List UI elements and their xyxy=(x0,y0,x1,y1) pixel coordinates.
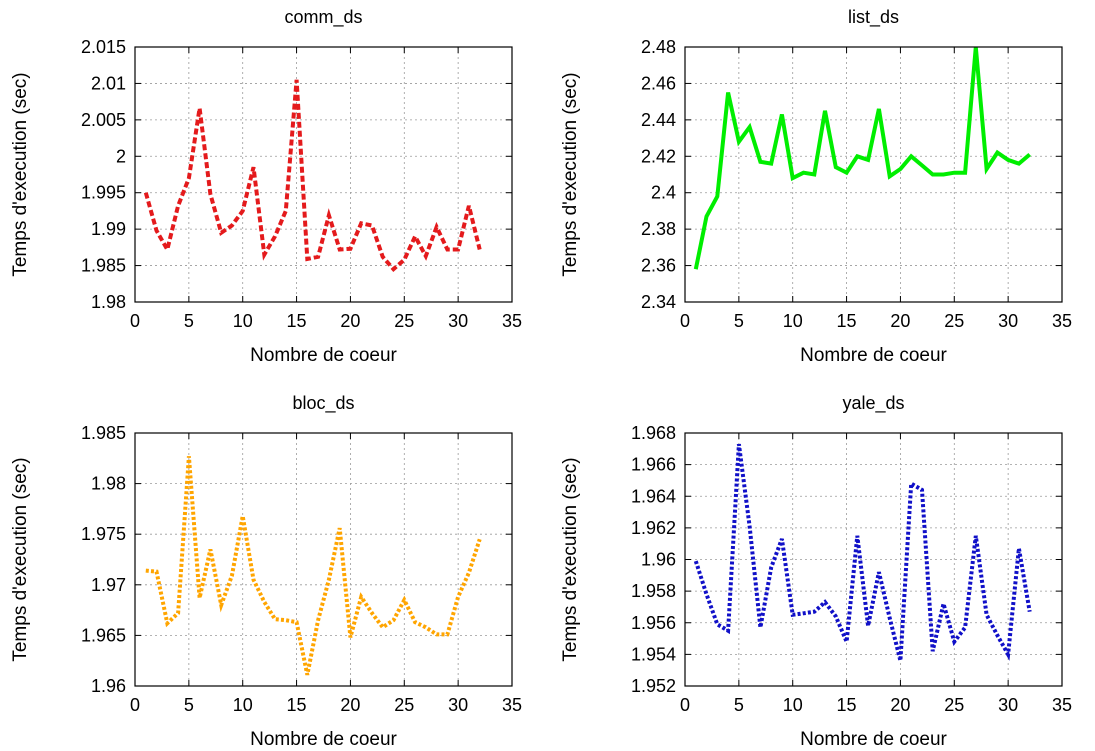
y-tick-label: 2.36 xyxy=(641,256,676,276)
x-tick-label: 5 xyxy=(184,311,194,331)
y-tick-label: 1.968 xyxy=(631,423,676,443)
y-tick-label: 1.966 xyxy=(631,455,676,475)
x-tick-label: 35 xyxy=(1052,311,1072,331)
y-tick-label: 1.965 xyxy=(81,625,126,645)
x-tick-label: 35 xyxy=(1052,695,1072,715)
y-tick-label: 2.42 xyxy=(641,146,676,166)
x-tick-label: 35 xyxy=(502,695,522,715)
x-axis-label: Nombre de coeur xyxy=(250,345,397,366)
chart-yale-ds: 0 5 10 15 20 25 30 35 1.952 1.954 1.956 1.958 1.96 1.… xyxy=(560,393,1072,750)
x-tick-label: 15 xyxy=(837,311,857,331)
chart-title: yale_ds xyxy=(842,393,904,414)
y-axis-label: Temps d'execution (sec) xyxy=(560,72,581,276)
y-tick-label: 2.015 xyxy=(81,37,126,57)
x-tick-label: 10 xyxy=(783,311,803,331)
y-tick-label: 1.995 xyxy=(81,183,126,203)
y-tick-label: 2.34 xyxy=(641,292,676,312)
y-tick-label: 1.96 xyxy=(641,550,676,570)
y-tick-label: 2.46 xyxy=(641,73,676,93)
y-tick-label: 1.964 xyxy=(631,486,676,506)
plot-frame xyxy=(684,432,1063,687)
x-tick-label: 30 xyxy=(448,311,468,331)
y-tick-label: 1.975 xyxy=(81,524,126,544)
x-tick-label: 0 xyxy=(680,311,690,331)
chart-title: bloc_ds xyxy=(292,393,354,414)
x-tick-label: 35 xyxy=(502,311,522,331)
x-tick-label: 20 xyxy=(340,695,360,715)
x-tick-label: 20 xyxy=(890,311,910,331)
y-tick-label: 1.99 xyxy=(91,219,126,239)
x-tick-label: 5 xyxy=(734,311,744,331)
x-tick-label: 5 xyxy=(734,695,744,715)
plot-frame xyxy=(134,432,513,687)
chart-list-ds: 0 5 10 15 20 25 30 35 2.34 2.36 2.38 2.4 2.42 2.44 2.4… xyxy=(560,7,1072,366)
x-tick-label: 0 xyxy=(680,695,690,715)
x-axis-label: Nombre de coeur xyxy=(800,345,947,366)
y-tick-label: 1.962 xyxy=(631,518,676,538)
y-tick-label: 1.98 xyxy=(91,474,126,494)
x-tick-label: 20 xyxy=(890,695,910,715)
chart-bloc-ds: 0 5 10 15 20 25 30 35 1.96 1.965 1.97 1.975 1.98 1.98… xyxy=(10,393,522,750)
plot-frame xyxy=(134,46,513,303)
x-tick-label: 0 xyxy=(130,695,140,715)
x-tick-label: 25 xyxy=(944,311,964,331)
y-tick-label: 1.985 xyxy=(81,423,126,443)
chart-title: list_ds xyxy=(848,7,899,28)
x-tick-label: 0 xyxy=(130,311,140,331)
y-tick-label: 1.97 xyxy=(91,575,126,595)
y-tick-label: 2.44 xyxy=(641,110,676,130)
x-tick-label: 10 xyxy=(233,695,253,715)
x-tick-label: 20 xyxy=(340,311,360,331)
x-tick-label: 30 xyxy=(998,311,1018,331)
plot-frame xyxy=(684,46,1063,303)
series-line xyxy=(693,46,1031,270)
y-tick-label: 1.96 xyxy=(91,676,126,696)
x-tick-label: 30 xyxy=(448,695,468,715)
x-axis-label: Nombre de coeur xyxy=(800,729,947,750)
x-axis-label: Nombre de coeur xyxy=(250,729,397,750)
x-tick-label: 30 xyxy=(998,695,1018,715)
chart-comm-ds: 0 5 10 15 20 25 30 35 1.98 1.985 1.99 1.995 2 2.005 2.… xyxy=(10,7,522,366)
y-tick-label: 1.954 xyxy=(631,644,676,664)
y-tick-label: 1.985 xyxy=(81,256,126,276)
x-tick-label: 15 xyxy=(287,695,307,715)
y-tick-label: 1.98 xyxy=(91,292,126,312)
y-tick-label: 1.956 xyxy=(631,613,676,633)
x-tick-label: 15 xyxy=(287,311,307,331)
x-tick-label: 15 xyxy=(837,695,857,715)
y-axis-label: Temps d'execution (sec) xyxy=(10,72,31,276)
y-tick-label: 2 xyxy=(116,146,126,166)
x-tick-label: 5 xyxy=(184,695,194,715)
y-tick-label: 2.01 xyxy=(91,73,126,93)
y-axis-label: Temps d'execution (sec) xyxy=(560,457,581,661)
series-line xyxy=(693,443,1032,662)
chart-title: comm_ds xyxy=(284,7,362,28)
series-line xyxy=(145,456,482,676)
y-tick-label: 2.38 xyxy=(641,219,676,239)
y-tick-label: 2.005 xyxy=(81,110,126,130)
y-tick-label: 1.958 xyxy=(631,581,676,601)
y-axis-label: Temps d'execution (sec) xyxy=(10,457,31,661)
y-tick-label: 2.48 xyxy=(641,37,676,57)
x-tick-label: 10 xyxy=(783,695,803,715)
x-tick-label: 25 xyxy=(394,311,414,331)
x-tick-label: 25 xyxy=(944,695,964,715)
series-line xyxy=(143,79,482,273)
x-tick-label: 10 xyxy=(233,311,253,331)
x-tick-label: 25 xyxy=(394,695,414,715)
y-tick-label: 2.4 xyxy=(651,183,676,203)
y-tick-label: 1.952 xyxy=(631,676,676,696)
